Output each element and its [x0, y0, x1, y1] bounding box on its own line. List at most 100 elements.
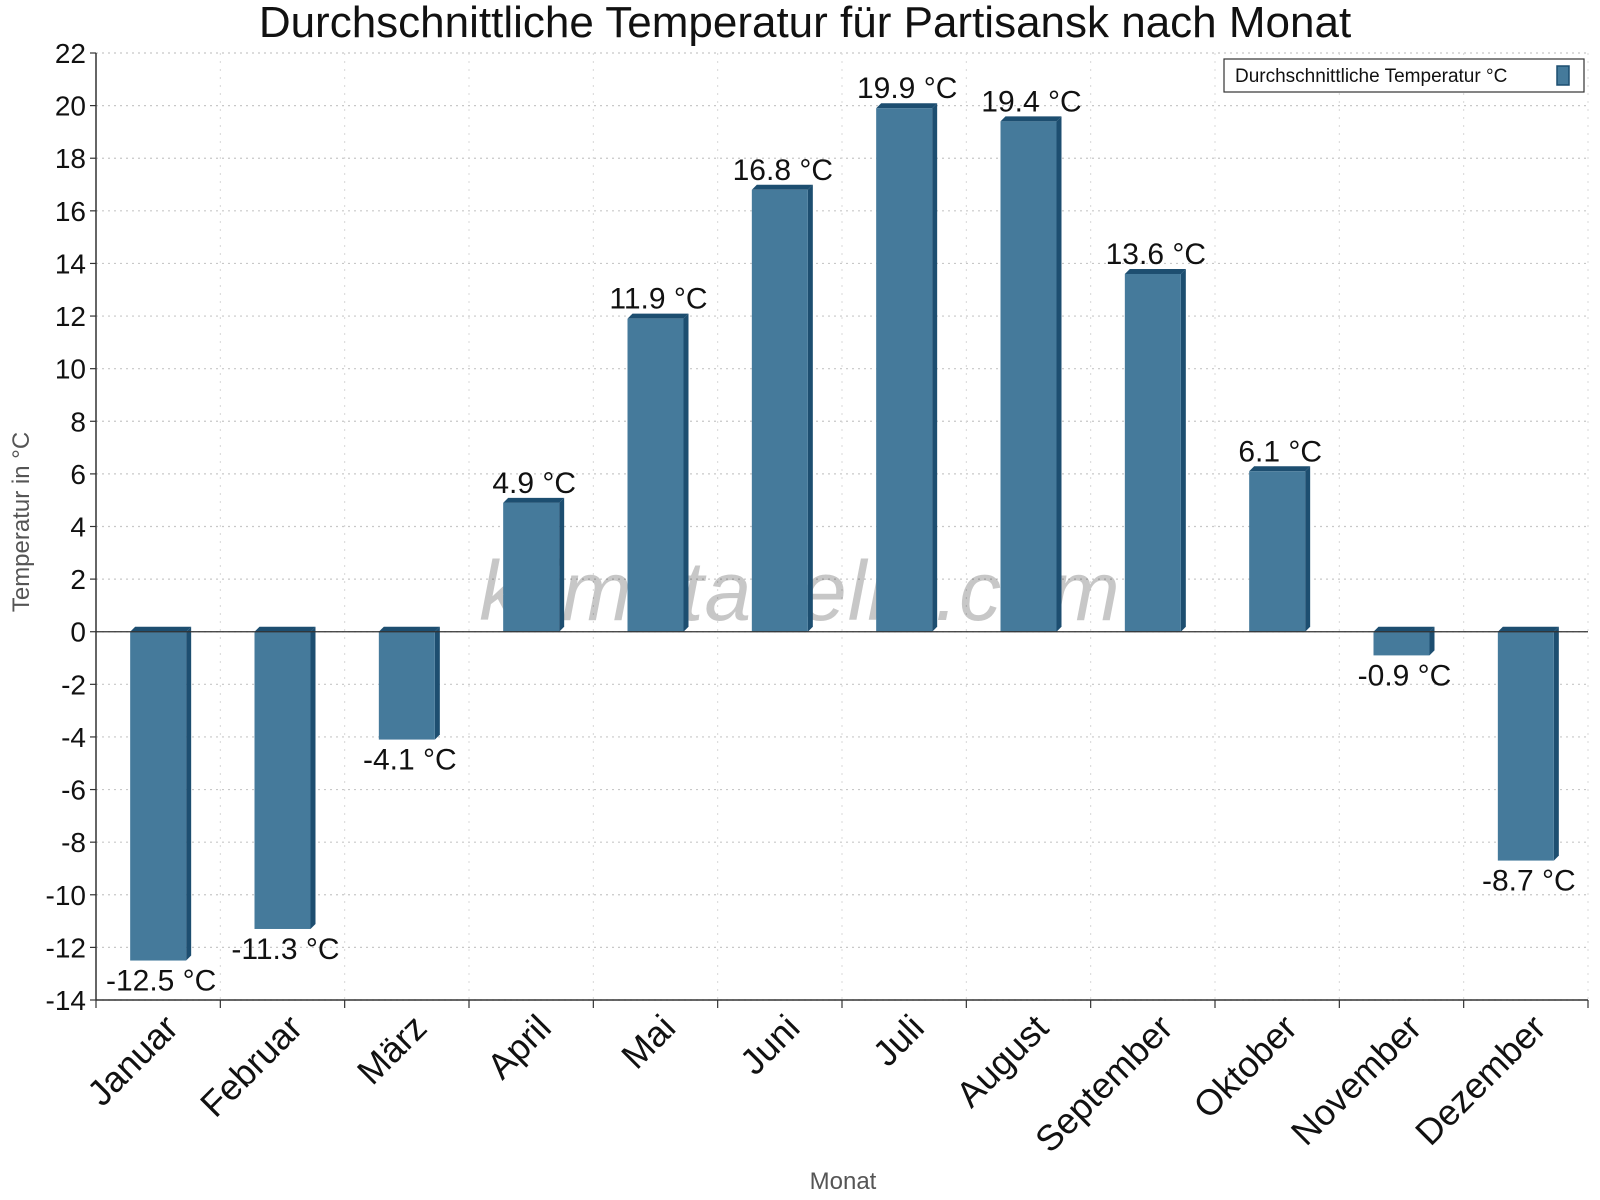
bar-januar — [130, 626, 192, 961]
y-tick-label: 6 — [70, 459, 86, 490]
y-tick-label: 12 — [55, 301, 86, 332]
data-label: 6.1 °C — [1238, 435, 1322, 468]
bar-top — [627, 313, 689, 319]
y-tick-label: 8 — [70, 406, 86, 437]
data-label: 16.8 °C — [733, 154, 833, 187]
x-tick-label: Februar — [192, 1007, 310, 1125]
data-label: -11.3 °C — [231, 933, 339, 966]
legend-box — [1223, 58, 1585, 93]
x-tick-label: November — [1283, 1007, 1429, 1153]
y-tick-label: -12 — [46, 932, 86, 963]
x-tick-label: April — [479, 1007, 559, 1087]
bar-top — [751, 184, 813, 190]
data-label: 19.4 °C — [981, 85, 1081, 118]
bar-side — [559, 497, 565, 632]
bar-top — [876, 103, 938, 109]
axes — [90, 52, 1589, 1008]
y-tick-label: -4 — [61, 722, 86, 753]
y-tick-label: -8 — [61, 827, 86, 858]
bar-front — [254, 631, 311, 929]
y-tick-label: -10 — [46, 880, 86, 911]
bar-side — [1305, 466, 1311, 632]
y-tick-label: 10 — [55, 354, 86, 385]
bar-top — [503, 497, 565, 503]
data-label: 4.9 °C — [492, 467, 576, 500]
bar-front — [1124, 273, 1181, 632]
x-tick-label: Januar — [79, 1007, 186, 1114]
bar-februar — [254, 626, 316, 929]
bar-front — [1373, 631, 1430, 656]
bar-side — [1180, 268, 1186, 632]
bar-dezember — [1497, 626, 1559, 861]
legend-swatch — [1556, 65, 1570, 86]
x-tick-label: Dezember — [1407, 1007, 1553, 1153]
x-tick-label: August — [948, 1007, 1056, 1115]
bar-front — [876, 108, 933, 632]
bar-front — [1000, 121, 1057, 632]
y-axis-label: Temperatur in °C — [8, 432, 35, 612]
y-tick-label: 22 — [55, 38, 86, 69]
bars — [130, 103, 1559, 961]
data-label: -12.5 °C — [106, 965, 216, 998]
bar-side — [186, 626, 192, 961]
bar-top — [378, 626, 440, 632]
bar-top — [1497, 626, 1559, 632]
bar-oktober — [1249, 466, 1311, 632]
data-label: 19.9 °C — [857, 72, 957, 105]
bar-top — [1124, 268, 1186, 274]
bar-top — [130, 626, 192, 632]
bar-märz — [378, 626, 440, 740]
y-tick-label: -14 — [46, 985, 86, 1016]
data-label: 11.9 °C — [609, 283, 707, 316]
bar-side — [1429, 626, 1435, 656]
data-label: -8.7 °C — [1482, 865, 1576, 898]
x-tick-label: Oktober — [1185, 1007, 1305, 1127]
bar-august — [1000, 116, 1062, 632]
bar-side — [1056, 116, 1062, 632]
bar-front — [1497, 631, 1554, 861]
grid-lines — [96, 52, 1589, 1001]
bar-top — [1249, 466, 1311, 472]
bar-september — [1124, 268, 1186, 632]
bar-juni — [751, 184, 813, 632]
y-tick-label: 14 — [55, 248, 86, 279]
bar-top — [1373, 626, 1435, 632]
bar-front — [751, 189, 808, 632]
x-tick-label: Juni — [732, 1007, 808, 1083]
y-tick-label: 2 — [70, 564, 86, 595]
bar-front — [130, 631, 187, 961]
bar-mai — [627, 313, 689, 632]
y-tick-label: 20 — [55, 91, 86, 122]
bar-top — [1000, 116, 1062, 122]
y-tick-label: 18 — [55, 143, 86, 174]
x-tick-label: März — [349, 1007, 435, 1093]
x-tick-label: Mai — [613, 1007, 683, 1077]
data-label: -0.9 °C — [1358, 659, 1452, 692]
bar-top — [254, 626, 316, 632]
legend: Durchschnittliche Temperatur °C — [1223, 58, 1585, 93]
data-label: -4.1 °C — [363, 744, 457, 777]
data-labels: -12.5 °C -11.3 °C -4.1 °C 4.9 °C 11.9 °C 16.8… — [106, 72, 1576, 997]
bar-side — [683, 313, 689, 632]
y-tick-label: -2 — [61, 669, 86, 700]
bar-front — [1249, 471, 1306, 632]
x-axis-label: Monat — [810, 1168, 877, 1195]
bar-side — [434, 626, 440, 740]
legend-label: Durchschnittliche Temperatur °C — [1235, 66, 1507, 87]
y-tick-label: 4 — [70, 512, 86, 543]
data-label: 13.6 °C — [1106, 238, 1206, 271]
bar-side — [932, 103, 938, 632]
y-tick-label: 0 — [70, 617, 86, 648]
bar-side — [1553, 626, 1559, 861]
bar-side — [807, 184, 813, 632]
bar-front — [503, 502, 560, 632]
bar-juli — [876, 103, 938, 632]
bar-november — [1373, 626, 1435, 656]
bar-april — [503, 497, 565, 632]
bar-front — [378, 631, 435, 740]
x-tick-label: Juli — [865, 1007, 932, 1074]
y-tick-label: 16 — [55, 196, 86, 227]
bar-side — [310, 626, 316, 929]
